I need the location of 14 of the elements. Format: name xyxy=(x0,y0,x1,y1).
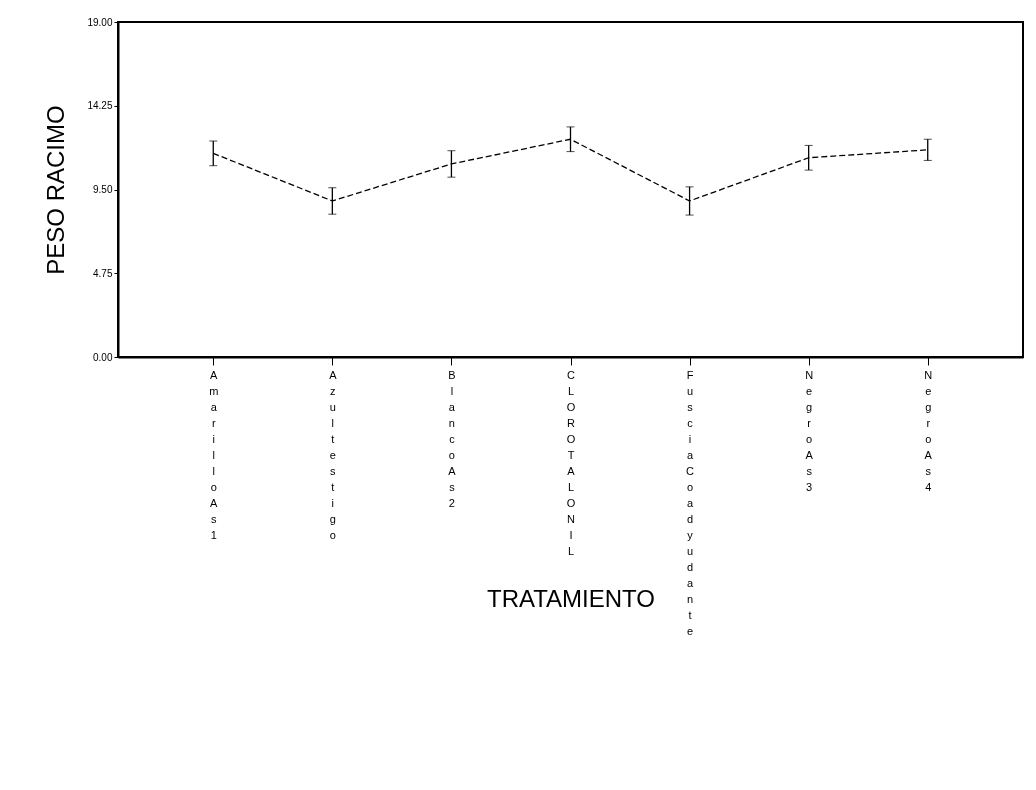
x-tick-label: Negro As3 xyxy=(805,368,814,493)
y-tick-label: 4.75 xyxy=(93,267,113,279)
x-axis-title: TRATAMIENTO xyxy=(487,584,655,612)
category-label: Amarillo As1 xyxy=(209,368,219,541)
y-tick-label: 0.00 xyxy=(93,351,113,363)
y-tick-label: 14.25 xyxy=(87,100,113,112)
y-axis-title: PESO RACIMO xyxy=(42,105,70,275)
category-label: Blanco As2 xyxy=(448,368,456,509)
y-tick-label: 19.00 xyxy=(87,16,113,28)
category-label: Fuscia Coadyudante xyxy=(686,368,695,637)
y-tick-label: 9.50 xyxy=(93,184,113,195)
x-tick-label: Negro As4 xyxy=(924,368,933,493)
category-label: Azul testigo xyxy=(329,368,337,541)
category-label: CLOROTALONIL xyxy=(566,368,576,557)
